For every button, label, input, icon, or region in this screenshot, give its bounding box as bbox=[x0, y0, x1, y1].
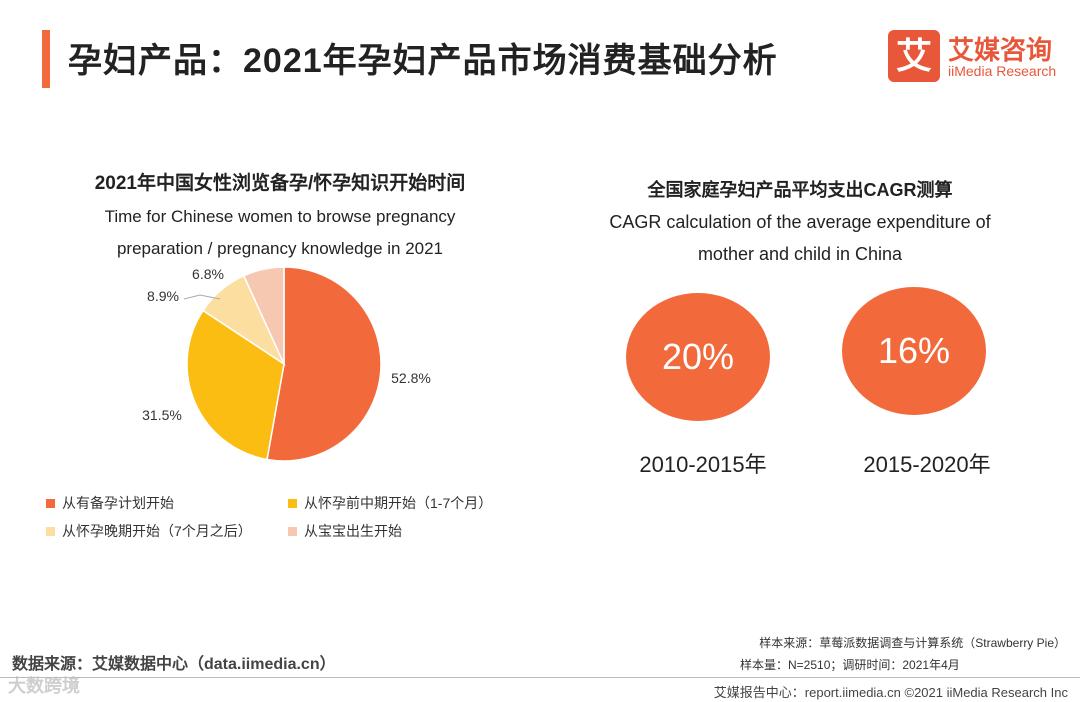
watermark: 大数跨境 bbox=[8, 676, 80, 696]
legend-label: 从有备孕计划开始 bbox=[62, 495, 174, 511]
legend-swatch bbox=[288, 498, 297, 508]
cagr-title-cn: 全国家庭孕妇产品平均支出CAGR测算 bbox=[647, 180, 953, 200]
legend-swatch bbox=[46, 526, 55, 536]
iimedia-logo: 艾 艾媒咨询 iiMedia Research bbox=[888, 30, 1068, 84]
pie-data-label: 52.8% bbox=[391, 370, 431, 386]
cagr-period-2010-2015: 2010-2015年 bbox=[639, 452, 767, 477]
legend-swatch bbox=[46, 498, 55, 508]
pie-slice-plan bbox=[266, 266, 382, 462]
legend-label: 从怀孕晚期开始（7个月之后） bbox=[62, 523, 252, 539]
pie-chart-title-cn: 2021年中国女性浏览备孕/怀孕知识开始时间 bbox=[94, 173, 466, 194]
legend-item-late-pregnancy: 从怀孕晚期开始（7个月之后） bbox=[46, 521, 252, 541]
legend-label: 从宝宝出生开始 bbox=[304, 523, 402, 539]
pie-data-label: 31.5% bbox=[142, 407, 182, 423]
cagr-circle-2015-2020: 16% bbox=[842, 287, 986, 415]
pie-data-label: 8.9% bbox=[147, 288, 179, 304]
cagr-title-en: CAGR calculation of the average expendit… bbox=[609, 212, 991, 264]
pie-slice-baby-born bbox=[242, 266, 285, 365]
data-source: 数据来源：艾媒数据中心（data.iimedia.cn） bbox=[12, 656, 336, 673]
footer-divider bbox=[0, 677, 1080, 678]
cagr-period-2015-2020: 2015-2020年 bbox=[863, 452, 991, 477]
pie-data-label: 6.8% bbox=[192, 266, 224, 282]
legend-item-baby-born: 从宝宝出生开始 bbox=[288, 521, 402, 541]
legend-item-plan: 从有备孕计划开始 bbox=[46, 493, 174, 513]
pie-leader-line bbox=[183, 294, 221, 300]
title-accent-bar bbox=[42, 30, 50, 88]
pie-chart-title-en: Time for Chinese women to browse pregnan… bbox=[104, 207, 456, 258]
report-footer: 艾媒报告中心：report.iimedia.cn ©2021 iiMedia R… bbox=[713, 685, 1068, 700]
logo-mark: 艾 bbox=[888, 30, 940, 82]
legend-swatch bbox=[288, 526, 297, 536]
sample-size: 样本量：N=2510；调研时间：2021年4月 bbox=[740, 658, 960, 672]
logo-cn-text: 艾媒咨询 bbox=[948, 35, 1053, 65]
logo-en-text: iiMedia Research bbox=[948, 63, 1057, 79]
pie-slice-early-pregnancy bbox=[186, 309, 285, 461]
legend-label: 从怀孕前中期开始（1-7个月） bbox=[304, 495, 493, 511]
pie-chart: 52.8% 31.5% 8.9% 6.8% bbox=[142, 266, 431, 462]
legend-item-early-pregnancy: 从怀孕前中期开始（1-7个月） bbox=[288, 493, 492, 513]
sample-source: 样本来源：草莓派数据调查与计算系统（Strawberry Pie） bbox=[759, 636, 1066, 650]
cagr-circle-2010-2015: 20% bbox=[626, 293, 770, 421]
page-title: 孕妇产品：2021年孕妇产品市场消费基础分析 bbox=[68, 42, 778, 80]
